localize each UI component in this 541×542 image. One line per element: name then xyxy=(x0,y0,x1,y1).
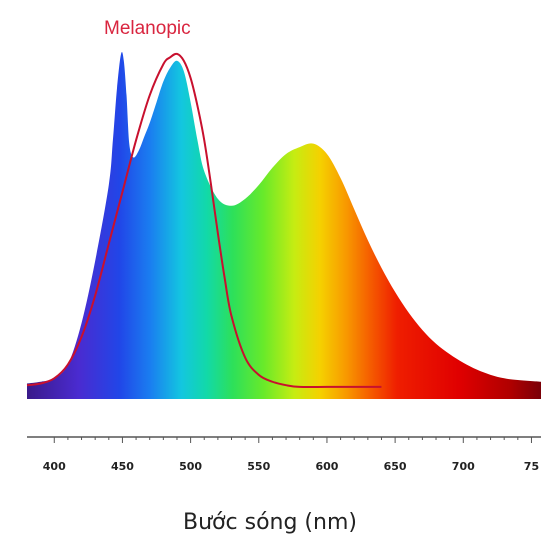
spectral-power-area xyxy=(27,52,541,399)
x-tick-label: 75 xyxy=(524,460,539,473)
melanopic-curve xyxy=(26,52,382,389)
x-tick-label: 700 xyxy=(452,460,475,473)
x-tick-label: 600 xyxy=(315,460,338,473)
x-tick-label: 650 xyxy=(384,460,407,473)
x-tick-label: 450 xyxy=(111,460,134,473)
x-tick-label: 400 xyxy=(43,460,66,473)
x-axis-ticks: 400 450 500 550 600 650 700 75 xyxy=(43,437,539,473)
x-tick-label: 550 xyxy=(247,460,270,473)
x-axis-title: Bước sóng (nm) xyxy=(183,510,357,535)
melanopic-label: Melanopic xyxy=(104,18,191,39)
x-tick-label: 500 xyxy=(179,460,202,473)
